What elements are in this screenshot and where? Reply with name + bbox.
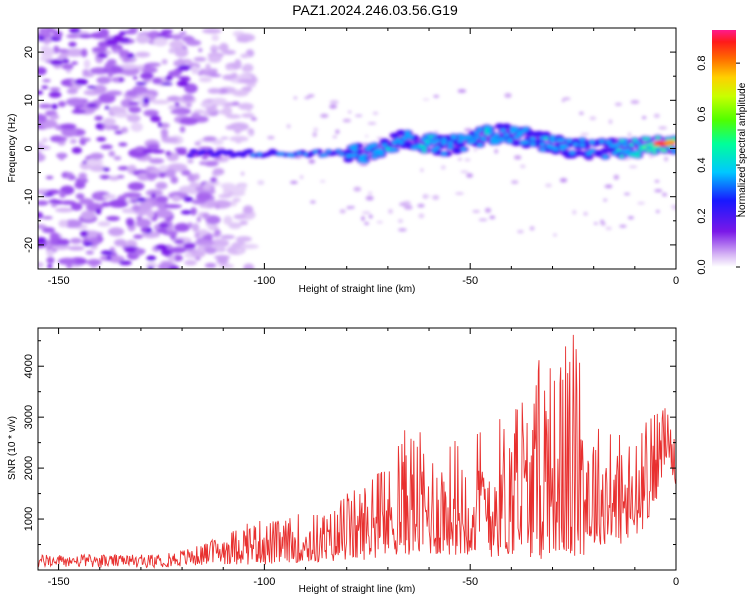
snr-x-tick-label: -150	[48, 576, 70, 588]
figure-title: PAZ1.2024.246.03.56.G19	[292, 2, 458, 18]
snr-y-axis-label: SNR (10 * v/v)	[7, 416, 18, 480]
spectrogram-y-tick-label: 10	[23, 94, 35, 106]
spectrogram-x-tick-label: -150	[48, 275, 70, 287]
colorbar-tick-label: 0.2	[696, 208, 708, 223]
colorbar-tick-label: 0.6	[696, 106, 708, 121]
spectrogram-y-tick-label: -20	[23, 237, 35, 253]
snr-x-tick-label: -100	[253, 576, 275, 588]
colorbar-tick-label: 0.8	[696, 55, 708, 70]
snr-y-tick-label: 2000	[23, 456, 35, 480]
snr-y-tick-label: 1000	[23, 507, 35, 531]
colorbar-label: Normalized spectral amplitude	[737, 82, 748, 217]
spectrogram-x-tick-label: -100	[253, 275, 275, 287]
colorbar-gradient	[712, 30, 736, 267]
spectrogram-heatmap	[38, 28, 676, 269]
spectrogram-y-tick-label: 0	[23, 145, 35, 151]
spectrogram-x-tick-label: 0	[673, 275, 679, 287]
spectrogram-y-axis-label: Frequency (Hz)	[7, 114, 18, 183]
spectrogram-x-axis-label: Height of straight line (km)	[299, 284, 416, 295]
snr-frame	[37, 327, 677, 571]
snr-panel: -150 -100 -50 0 1000 2000 3000 4000 Height of s…	[7, 327, 679, 595]
snr-x-axis-label: Height of straight line (km)	[299, 584, 416, 595]
snr-x-tick-label: -50	[462, 576, 478, 588]
colorbar: 0.0 0.2 0.4 0.6 0.8 Normalized spectral ampl…	[696, 30, 748, 275]
snr-y-tick-label: 3000	[23, 405, 35, 429]
snr-ticks: -150 -100 -50 0 1000 2000 3000 4000	[23, 328, 679, 588]
spectrogram-y-tick-label: 20	[23, 46, 35, 58]
colorbar-tick-label: 0.4	[696, 157, 708, 172]
snr-y-tick-label: 4000	[23, 354, 35, 378]
spectrogram-y-tick-label: -10	[23, 189, 35, 205]
snr-series-line	[38, 334, 676, 569]
colorbar-ticks: 0.0 0.2 0.4 0.6 0.8	[696, 55, 740, 275]
snr-x-tick-label: 0	[673, 576, 679, 588]
colorbar-tick-label: 0.0	[696, 259, 708, 274]
spectrogram-x-tick-label: -50	[462, 275, 478, 287]
